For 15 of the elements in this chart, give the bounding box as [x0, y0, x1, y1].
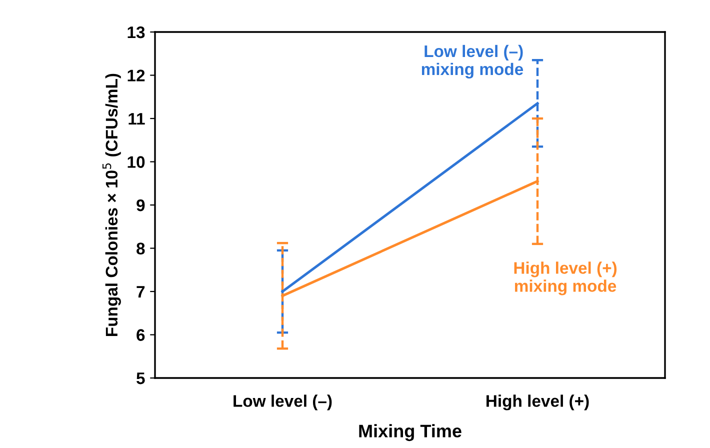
y-tick-label: 9 — [136, 199, 145, 212]
y-axis-title: Fungal Colonies × 10$^{5}$ (CFUs/mL) — [102, 74, 121, 336]
series-label: Low level (–) mixing mode — [422, 44, 524, 78]
y-tick-label: 5 — [136, 372, 145, 384]
text: High level (+) mixing mode — [514, 262, 617, 296]
y-tick-label: 8 — [136, 242, 145, 254]
y-tick-label: 12 — [128, 70, 145, 82]
y-tick-label: 13 — [128, 26, 145, 38]
x-axis-title: Mixing Time — [359, 424, 462, 442]
y-tick-label: 7 — [136, 286, 145, 298]
y-tick-label: 6 — [136, 329, 145, 341]
y-tick-label: 10 — [128, 156, 145, 168]
x-tick-label: High level (+) — [486, 394, 589, 410]
x-tick-label: Low level (–) — [234, 394, 332, 410]
y-tick-label: 11 — [128, 113, 145, 125]
